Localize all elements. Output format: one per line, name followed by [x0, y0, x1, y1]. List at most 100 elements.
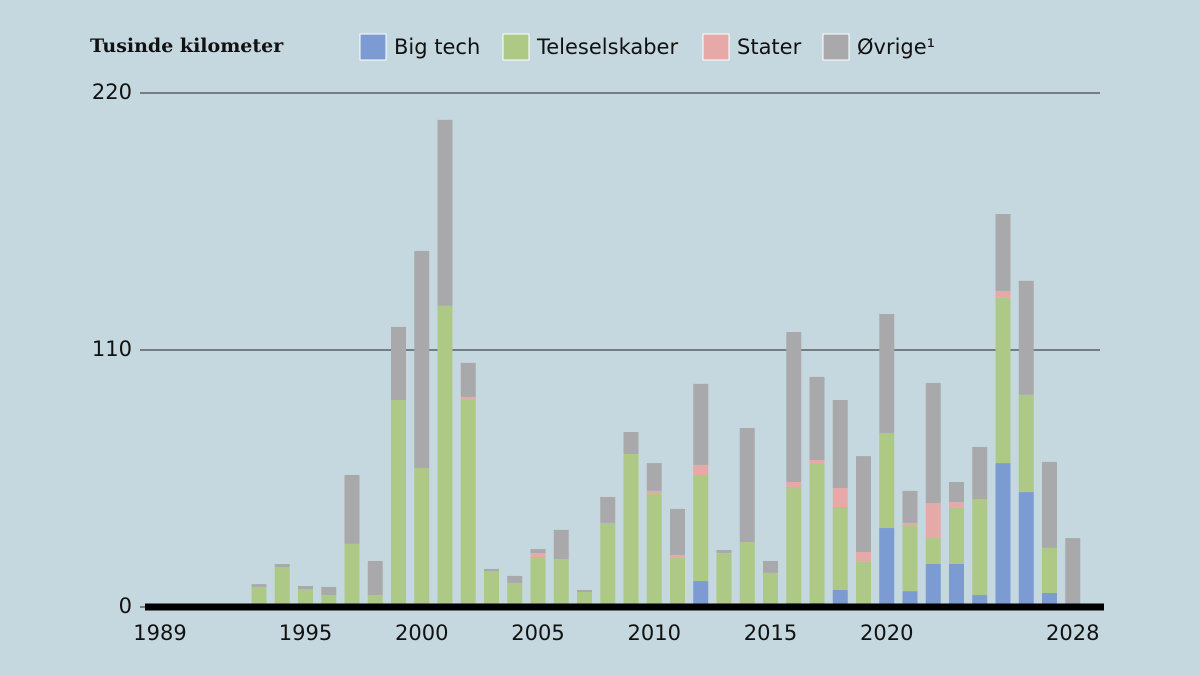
- bar-segment: [786, 486, 802, 604]
- x-tick-label: 2028: [1046, 621, 1099, 645]
- bar-segment: [553, 529, 569, 560]
- bar-segment: [739, 428, 755, 543]
- legend-label: Big tech: [394, 35, 480, 59]
- bar-segment: [391, 399, 406, 607]
- bar-segment: [972, 595, 988, 607]
- bar-segment: [856, 552, 871, 562]
- bar-segment: [949, 564, 964, 607]
- bar-segment: [344, 543, 360, 607]
- bar-segment: [1018, 492, 1034, 607]
- bar-segment: [832, 488, 848, 508]
- bar-segment: [879, 314, 895, 433]
- legend-swatch: [359, 33, 387, 61]
- bar-segment: [856, 456, 871, 553]
- chart-title: Tusinde kilometer: [90, 35, 284, 57]
- bar-segment: [530, 549, 546, 554]
- legend-label: Teleselskaber: [536, 35, 678, 59]
- bar-segment: [763, 572, 778, 607]
- bar-segment: [414, 250, 430, 468]
- bar-segment: [251, 584, 267, 587]
- bar-segment: [925, 382, 941, 504]
- bar-segment: [879, 432, 895, 529]
- bar-segment: [670, 554, 685, 558]
- bar-segment: [484, 568, 499, 572]
- x-tick-label: 1995: [279, 621, 332, 645]
- bar-segment: [367, 560, 383, 596]
- bar-segment: [484, 571, 499, 607]
- bar-segment: [972, 499, 988, 596]
- x-tick-label: 2000: [395, 621, 448, 645]
- bar-segment: [507, 575, 523, 583]
- bar-segment: [693, 474, 709, 582]
- bar-segment: [670, 508, 685, 555]
- bar-segment: [925, 564, 941, 607]
- bar-segment: [437, 305, 453, 607]
- bar-segment: [507, 582, 523, 607]
- bar-segment: [809, 463, 825, 604]
- bar-segment: [856, 561, 871, 605]
- bar-segment: [577, 592, 592, 607]
- bar-segment: [902, 524, 918, 592]
- bar-segment: [716, 553, 732, 607]
- bar-segment: [553, 559, 569, 607]
- legend-swatch: [822, 33, 850, 61]
- bar-segment: [460, 362, 476, 397]
- x-tick-label: 1989: [133, 621, 186, 645]
- bar-segment: [274, 567, 290, 607]
- legend-swatch: [502, 33, 530, 61]
- bar-segment: [972, 446, 988, 500]
- x-tick-label: 2015: [744, 621, 797, 645]
- bar-segment: [995, 463, 1011, 607]
- bar-segment: [949, 502, 964, 508]
- legend-swatch: [702, 33, 730, 61]
- bar-segment: [321, 586, 337, 596]
- bar-segment: [902, 591, 918, 607]
- bar-segment: [693, 383, 709, 465]
- bar-segment: [925, 503, 941, 539]
- bar-segment: [949, 482, 964, 503]
- bar-segment: [530, 557, 546, 607]
- bar-segment: [646, 490, 662, 494]
- bar-segment: [1042, 592, 1057, 607]
- bar-segment: [344, 474, 360, 544]
- bar-segment: [391, 326, 406, 400]
- bar-segment: [646, 493, 662, 607]
- bar-segment: [274, 564, 290, 568]
- bar-segment: [437, 119, 453, 306]
- bar-segment: [995, 297, 1011, 464]
- bar-segment: [809, 460, 825, 464]
- bar-segment: [786, 482, 802, 487]
- bar-segment: [995, 290, 1011, 298]
- y-tick-label: 220: [92, 80, 132, 104]
- x-tick-label: 2010: [628, 621, 681, 645]
- bar-segment: [670, 557, 685, 607]
- bar-segment: [460, 399, 476, 607]
- bar-segment: [1018, 394, 1034, 493]
- bar-segment: [298, 585, 313, 590]
- bar-segment: [925, 538, 941, 565]
- bar-segment: [460, 396, 476, 400]
- bar-segment: [832, 399, 848, 489]
- bar-segment: [739, 542, 755, 607]
- bar-segment: [879, 528, 895, 607]
- bar-segment: [600, 496, 616, 523]
- bar-segment: [321, 595, 337, 607]
- x-tick-label: 2005: [511, 621, 564, 645]
- bar-segment: [530, 553, 546, 558]
- bar-segment: [693, 464, 709, 475]
- y-tick-label: 0: [119, 594, 132, 618]
- bar-segment: [1042, 547, 1057, 593]
- bar-segment: [786, 332, 802, 483]
- x-tick-label: 2020: [860, 621, 913, 645]
- bar-segment: [251, 586, 267, 607]
- bar-segment: [1042, 461, 1057, 548]
- legend-label: Øvrige¹: [857, 35, 935, 59]
- legend-label: Stater: [737, 35, 802, 59]
- bar-segment: [623, 453, 639, 607]
- y-tick-label: 110: [92, 337, 132, 361]
- bar-segment: [902, 522, 918, 525]
- bar-segment: [577, 589, 592, 593]
- bar-segment: [646, 463, 662, 491]
- bar-segment: [600, 522, 616, 607]
